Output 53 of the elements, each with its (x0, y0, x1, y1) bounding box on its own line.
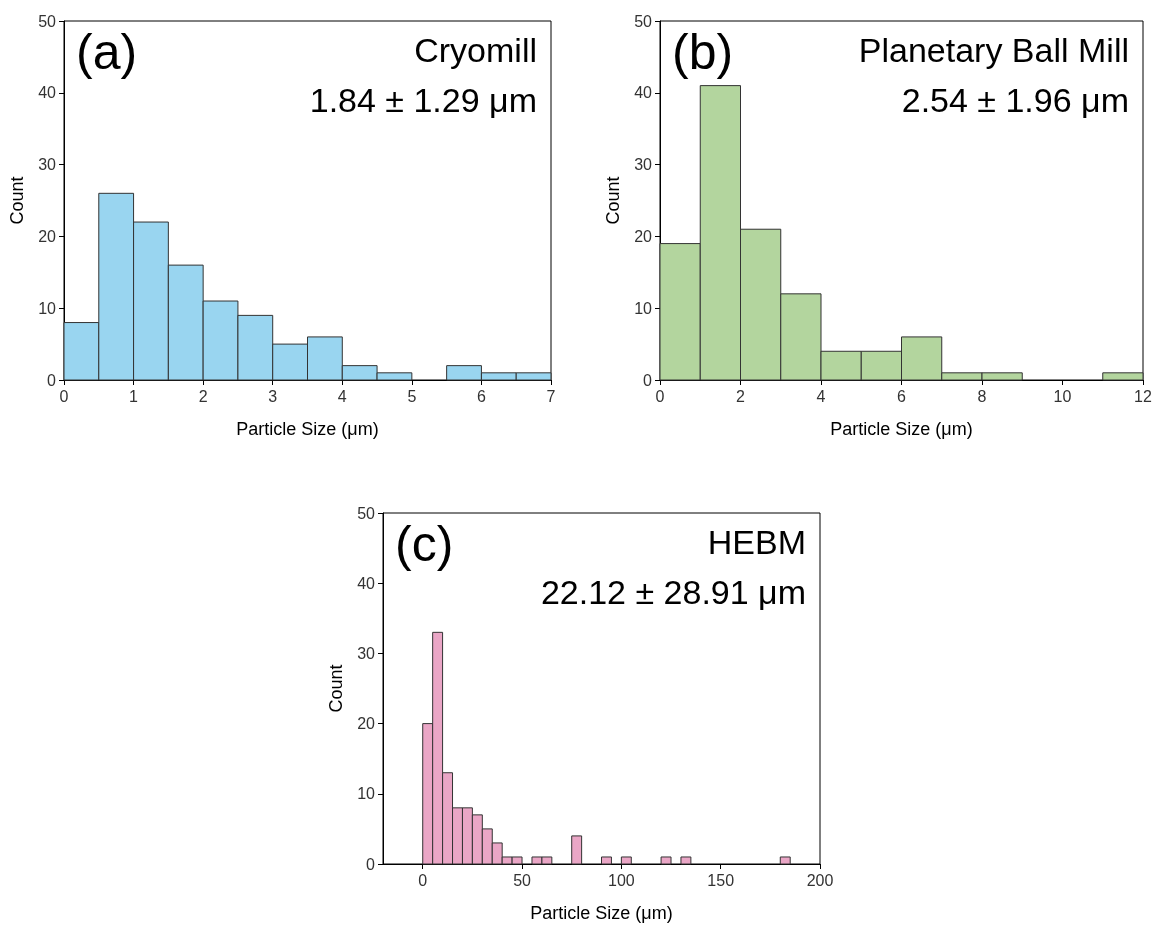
x-tick-label: 2 (736, 387, 746, 405)
annotation: 1.84 ± 1.29 μm (309, 81, 537, 119)
annotation: 2.54 ± 1.96 μm (901, 81, 1129, 119)
annotation: HEBM (707, 523, 806, 561)
x-tick-label: 6 (897, 387, 907, 405)
x-tick-label: 12 (1134, 387, 1152, 405)
y-tick-label: 40 (357, 574, 376, 592)
y-tick-label: 50 (38, 12, 57, 30)
y-tick-label: 30 (634, 156, 653, 174)
x-tick-label: 7 (546, 387, 556, 405)
y-tick-label: 40 (634, 84, 653, 102)
y-tick-label: 40 (38, 84, 57, 102)
x-tick-label: 1 (129, 387, 139, 405)
annotation: (b) (672, 24, 734, 80)
y-tick-label: 50 (634, 12, 653, 30)
x-tick-label: 0 (655, 387, 665, 405)
x-tick-label: 6 (476, 387, 486, 405)
y-tick-label: 10 (357, 785, 376, 803)
y-tick-label: 50 (357, 504, 376, 522)
x-tick-label: 200 (806, 871, 834, 889)
y-tick-label: 10 (38, 299, 57, 317)
y-tick-label: 20 (357, 715, 376, 733)
annotation: Cryomill (414, 31, 537, 69)
y-tick-label: 30 (357, 644, 376, 662)
x-tick-label: 3 (268, 387, 278, 405)
x-tick-label: 50 (513, 871, 532, 889)
x-tick-label: 100 (608, 871, 635, 889)
x-tick-label: 5 (407, 387, 417, 405)
x-axis-title: Particle Size (μm) (830, 419, 973, 439)
x-tick-label: 0 (59, 387, 69, 405)
y-tick-label: 30 (38, 156, 57, 174)
y-tick-label: 0 (47, 371, 57, 389)
x-tick-label: 10 (1053, 387, 1072, 405)
annotation: Planetary Ball Mill (858, 31, 1129, 69)
x-tick-label: 2 (198, 387, 208, 405)
y-tick-label: 0 (643, 371, 653, 389)
y-tick-label: 20 (38, 227, 57, 245)
y-axis-title: Count (326, 664, 346, 713)
x-axis-title: Particle Size (μm) (530, 903, 673, 923)
y-tick-label: 20 (634, 227, 653, 245)
x-axis-title: Particle Size (μm) (236, 419, 379, 439)
x-tick-label: 4 (337, 387, 347, 405)
annotation: 22.12 ± 28.91 μm (540, 573, 806, 611)
y-axis-title: Count (603, 176, 623, 225)
x-tick-label: 0 (418, 871, 428, 889)
y-axis-title: Count (7, 176, 27, 225)
annotation: (a) (76, 24, 138, 80)
x-tick-label: 8 (977, 387, 987, 405)
x-tick-label: 4 (816, 387, 826, 405)
x-tick-label: 150 (707, 871, 735, 889)
y-tick-label: 10 (634, 299, 653, 317)
annotation: (c) (395, 516, 454, 572)
y-tick-label: 0 (366, 855, 376, 873)
